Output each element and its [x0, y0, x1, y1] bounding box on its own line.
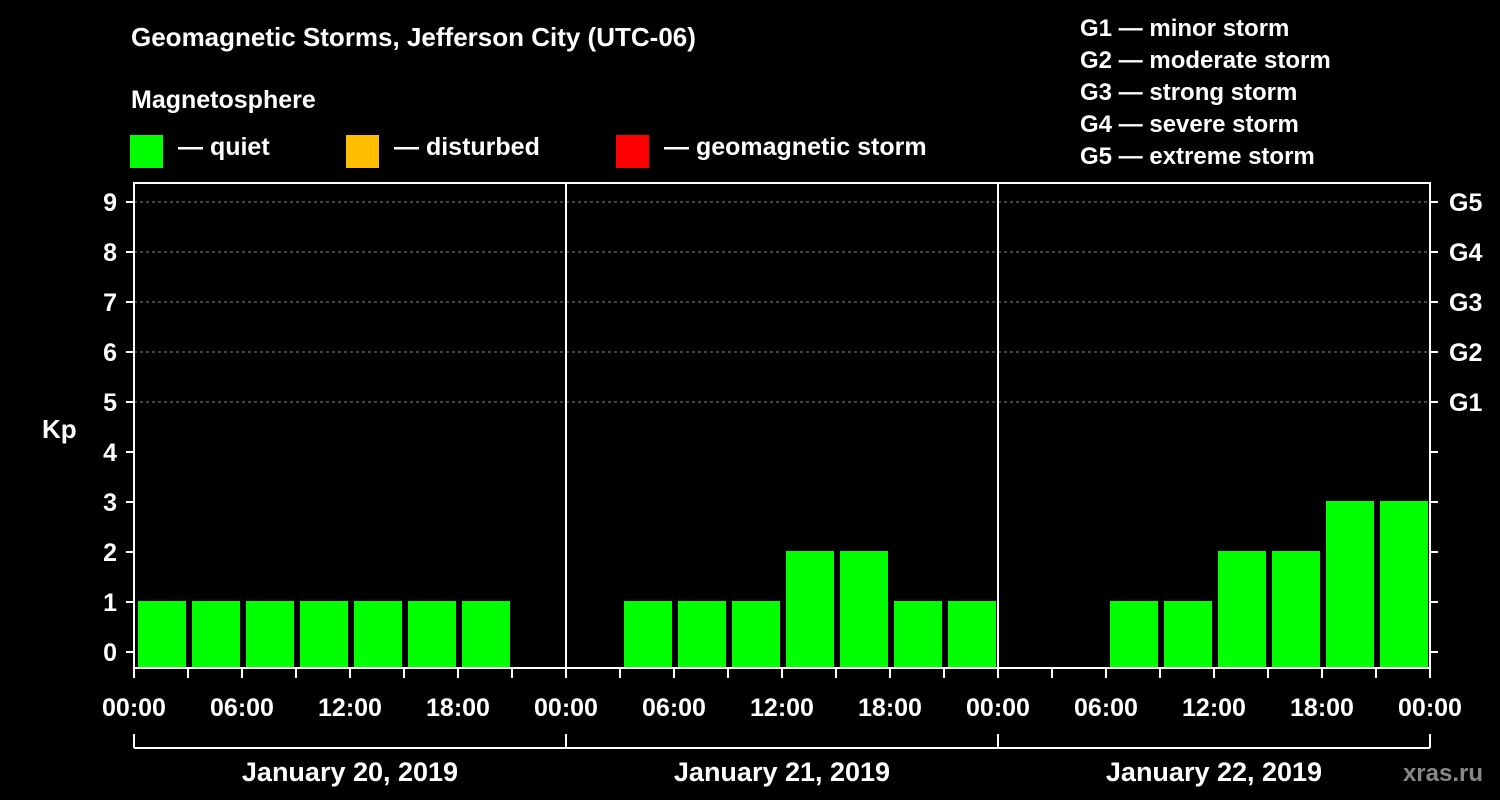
kp-bar [678, 601, 726, 668]
kp-bar [192, 601, 240, 668]
g-scale-g3: G3 — strong storm [1080, 79, 1298, 106]
y-tick-label: 6 [103, 339, 117, 367]
x-tick-label: 00:00 [534, 694, 598, 722]
kp-bar [1272, 551, 1320, 668]
x-tick-label: 12:00 [318, 694, 382, 722]
kp-bar [732, 601, 780, 668]
date-label: January 22, 2019 [1106, 757, 1322, 787]
legend-swatch-storm [616, 135, 649, 168]
kp-bar [1110, 601, 1158, 668]
legend-label-disturbed: — disturbed [394, 133, 540, 161]
kp-bar [300, 601, 348, 668]
x-tick-label: 12:00 [1182, 694, 1246, 722]
kp-bar [1164, 601, 1212, 668]
legend-swatch-disturbed [346, 135, 379, 168]
legend-label-quiet: — quiet [178, 133, 270, 161]
y-tick-label: 1 [103, 589, 117, 617]
y-axis-label: Kp [42, 414, 77, 444]
x-tick-label: 06:00 [210, 694, 274, 722]
kp-bar [786, 551, 834, 668]
y-tick-label: 5 [103, 389, 117, 417]
magnetosphere-label: Magnetosphere [131, 86, 316, 114]
chart-title: Geomagnetic Storms, Jefferson City (UTC-… [131, 22, 696, 52]
g-scale-g1: G1 — minor storm [1080, 15, 1290, 42]
x-tick-label: 00:00 [102, 694, 166, 722]
x-tick-label: 12:00 [750, 694, 814, 722]
y-tick-label: 7 [103, 289, 117, 317]
kp-bar [462, 601, 510, 668]
y-tick-label: 2 [103, 539, 117, 567]
g-tick-label: G1 [1449, 389, 1482, 417]
kp-bar [1380, 501, 1428, 668]
y-tick-label: 9 [103, 189, 117, 217]
g-tick-label: G4 [1449, 239, 1482, 267]
y-tick-label: 4 [103, 439, 117, 467]
x-tick-label: 06:00 [642, 694, 706, 722]
x-tick-label: 18:00 [858, 694, 922, 722]
x-tick-label: 06:00 [1074, 694, 1138, 722]
kp-bar [138, 601, 186, 668]
kp-bar [948, 601, 996, 668]
kp-bar [624, 601, 672, 668]
y-tick-label: 0 [103, 639, 117, 667]
x-tick-label: 00:00 [1398, 694, 1462, 722]
x-tick-label: 18:00 [1290, 694, 1354, 722]
g-scale-g5: G5 — extreme storm [1080, 143, 1315, 170]
g-tick-label: G5 [1449, 189, 1482, 217]
watermark: xras.ru [1403, 760, 1483, 787]
kp-bar [1218, 551, 1266, 668]
kp-bar [408, 601, 456, 668]
date-label: January 20, 2019 [242, 757, 458, 787]
date-label: January 21, 2019 [674, 757, 890, 787]
kp-bar [840, 551, 888, 668]
g-tick-label: G3 [1449, 289, 1482, 317]
g-scale-g2: G2 — moderate storm [1080, 47, 1331, 74]
g-tick-label: G2 [1449, 339, 1482, 367]
g-scale-g4: G4 — severe storm [1080, 111, 1299, 138]
legend-label-storm: — geomagnetic storm [664, 133, 927, 161]
kp-bar [246, 601, 294, 668]
legend-swatch-quiet [130, 135, 163, 168]
x-tick-label: 18:00 [426, 694, 490, 722]
x-tick-label: 00:00 [966, 694, 1030, 722]
y-tick-label: 3 [103, 489, 117, 517]
kp-bar [894, 601, 942, 668]
y-tick-label: 8 [103, 239, 117, 267]
kp-bar [1326, 501, 1374, 668]
kp-bar [354, 601, 402, 668]
